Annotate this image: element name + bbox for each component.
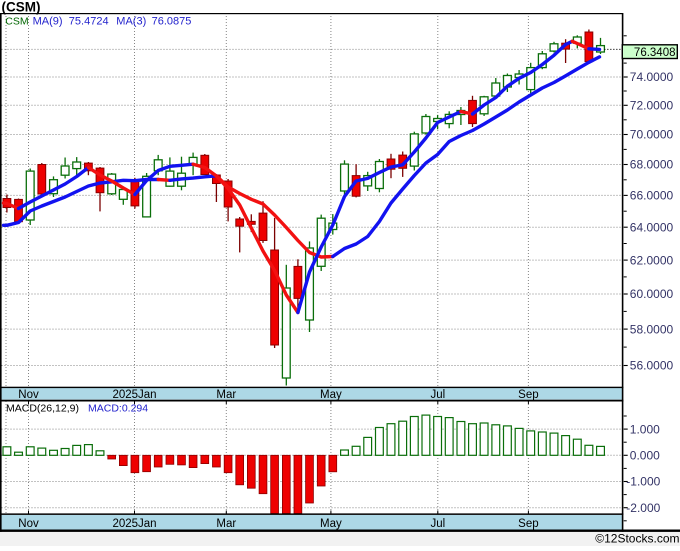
svg-text:(CSM): (CSM) xyxy=(2,0,41,15)
svg-text:72.0000: 72.0000 xyxy=(630,99,674,113)
svg-text:74.0000: 74.0000 xyxy=(630,70,674,84)
svg-text:Sep: Sep xyxy=(518,518,538,530)
svg-text:Jul: Jul xyxy=(430,389,445,401)
svg-text:64.0000: 64.0000 xyxy=(630,220,674,234)
svg-text:CSM: CSM xyxy=(5,15,28,27)
svg-text:May: May xyxy=(320,389,342,401)
svg-text:Nov: Nov xyxy=(18,518,39,530)
svg-text:66.0000: 66.0000 xyxy=(630,189,674,203)
svg-text:76.0875: 76.0875 xyxy=(152,15,192,27)
svg-text:MACD:0.294: MACD:0.294 xyxy=(88,403,148,415)
svg-text:Mar: Mar xyxy=(216,518,236,530)
svg-text:0.000: 0.000 xyxy=(630,449,660,463)
svg-text:2025Jan: 2025Jan xyxy=(112,518,156,530)
svg-text:56.0000: 56.0000 xyxy=(630,359,674,373)
svg-text:75.4724: 75.4724 xyxy=(69,15,109,27)
svg-text:60.0000: 60.0000 xyxy=(630,287,674,301)
svg-text:MACD(26,12,9): MACD(26,12,9) xyxy=(6,403,79,415)
svg-text:Sep: Sep xyxy=(518,389,538,401)
svg-text:MA(3): MA(3) xyxy=(116,15,146,27)
svg-text:-1.000: -1.000 xyxy=(626,475,660,489)
svg-text:70.0000: 70.0000 xyxy=(630,128,674,142)
svg-text:Mar: Mar xyxy=(216,389,236,401)
svg-text:May: May xyxy=(320,518,342,530)
svg-text:Nov: Nov xyxy=(18,389,39,401)
svg-text:MA(9): MA(9) xyxy=(33,15,63,27)
svg-text:62.0000: 62.0000 xyxy=(630,253,674,267)
svg-text:76.3408: 76.3408 xyxy=(634,47,676,59)
svg-text:58.0000: 58.0000 xyxy=(630,322,674,336)
svg-text:©12Stocks.com: ©12Stocks.com xyxy=(595,532,679,546)
svg-text:-2.000: -2.000 xyxy=(626,501,660,515)
svg-text:2025Jan: 2025Jan xyxy=(112,389,156,401)
svg-text:Jul: Jul xyxy=(430,518,445,530)
svg-text:1.000: 1.000 xyxy=(630,422,660,436)
svg-text:68.0000: 68.0000 xyxy=(630,158,674,172)
